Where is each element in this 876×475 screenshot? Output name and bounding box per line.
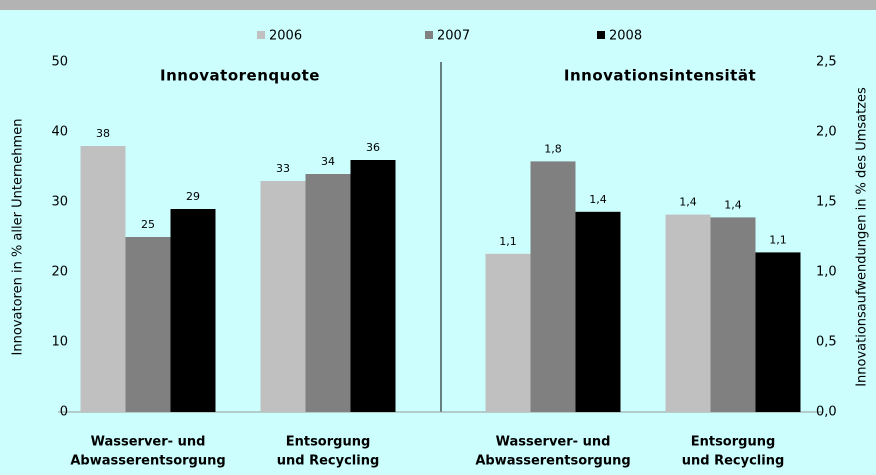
y-axis-label: Innovatoren in % aller Unternehmen xyxy=(11,119,26,356)
bar xyxy=(350,160,396,412)
y2-tick-label: 1,0 xyxy=(816,265,837,280)
x-tick-label: Abwasserentsorgung xyxy=(70,454,225,469)
data-label: 1,8 xyxy=(544,142,562,155)
legend-swatch xyxy=(597,31,605,39)
bar xyxy=(710,217,756,412)
bar xyxy=(665,214,711,412)
data-label: 1,4 xyxy=(679,196,697,209)
data-label: 25 xyxy=(141,218,155,231)
chart-title: Innovationsintensität xyxy=(564,67,756,85)
bar xyxy=(485,253,531,412)
data-label: 34 xyxy=(321,155,335,168)
y-tick-label: 40 xyxy=(51,125,68,140)
y2-axis-label: Innovationsaufwendungen in % des Umsatze… xyxy=(855,87,870,387)
bar xyxy=(755,252,801,412)
data-label: 33 xyxy=(276,162,290,175)
x-tick-label: und Recycling xyxy=(682,454,785,469)
x-tick-label: Wasserver- und xyxy=(496,435,611,450)
x-tick-label: Entsorgung xyxy=(691,435,776,450)
legend-swatch xyxy=(425,31,433,39)
y2-tick-label: 0,5 xyxy=(816,335,837,350)
y-tick-label: 0 xyxy=(60,405,68,420)
data-label: 1,1 xyxy=(499,235,517,248)
top-band xyxy=(0,0,876,10)
bar xyxy=(125,237,171,412)
x-tick-label: Wasserver- und xyxy=(91,435,206,450)
bar xyxy=(575,211,621,412)
data-label: 1,4 xyxy=(724,198,742,211)
bar xyxy=(305,174,351,412)
bar xyxy=(260,181,306,412)
data-label: 29 xyxy=(186,190,200,203)
legend-label: 2006 xyxy=(269,29,302,44)
y-tick-label: 50 xyxy=(51,55,68,70)
x-tick-label: und Recycling xyxy=(277,454,380,469)
legend-swatch xyxy=(257,31,265,39)
y2-tick-label: 2,5 xyxy=(816,55,837,70)
data-label: 36 xyxy=(366,141,380,154)
legend-label: 2008 xyxy=(609,29,642,44)
data-label: 38 xyxy=(96,127,110,140)
data-label: 1,4 xyxy=(589,193,607,206)
y-tick-label: 10 xyxy=(51,335,68,350)
y-tick-label: 30 xyxy=(51,195,68,210)
chart-title: Innovatorenquote xyxy=(160,67,320,85)
y2-tick-label: 0,0 xyxy=(816,405,837,420)
legend-label: 2007 xyxy=(437,29,470,44)
y2-tick-label: 1,5 xyxy=(816,195,837,210)
x-tick-label: Abwasserentsorgung xyxy=(475,454,630,469)
data-label: 1,1 xyxy=(769,233,787,246)
x-tick-label: Entsorgung xyxy=(286,435,371,450)
bar xyxy=(80,146,126,412)
bar xyxy=(170,209,216,412)
bar xyxy=(530,161,576,412)
y-tick-label: 20 xyxy=(51,265,68,280)
y2-tick-label: 2,0 xyxy=(816,125,837,140)
